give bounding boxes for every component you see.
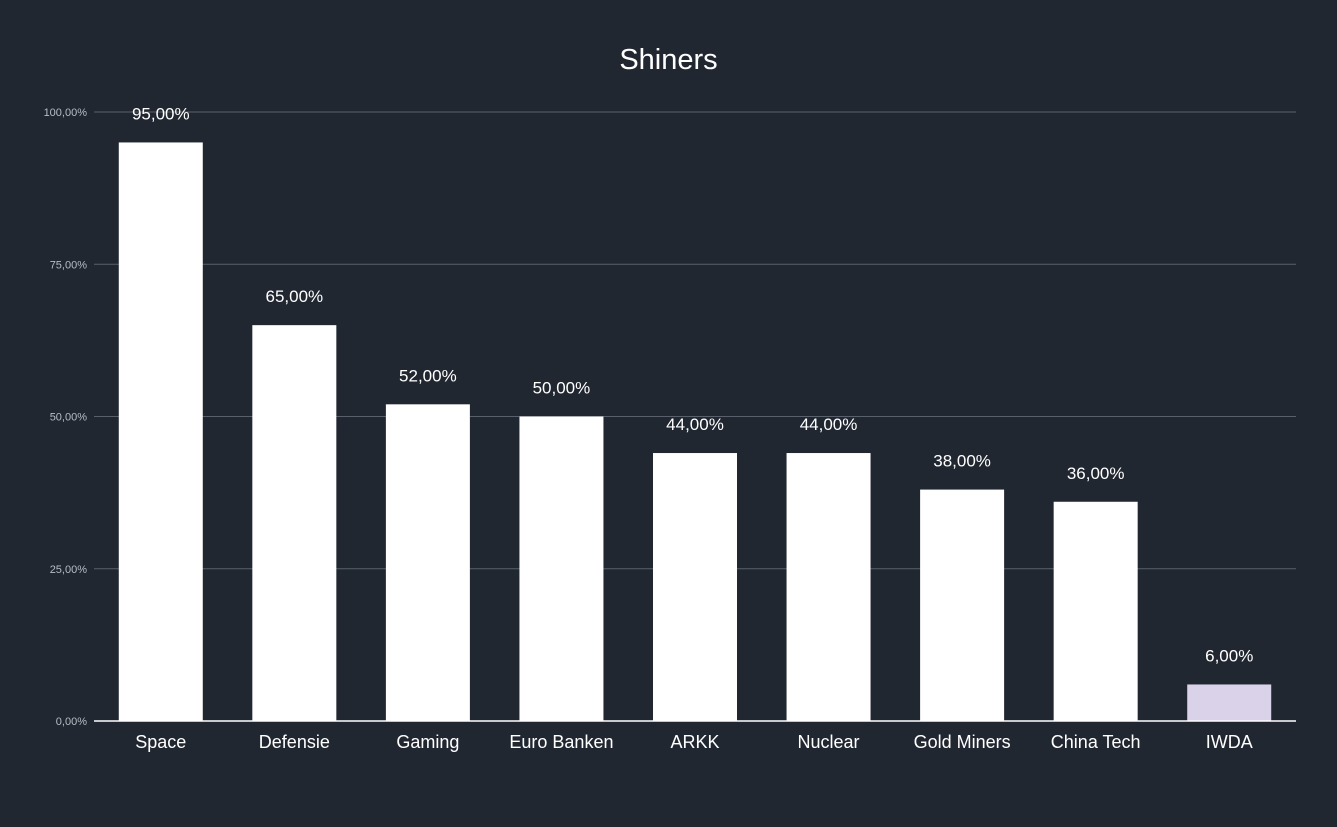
data-label: 6,00% [1205, 646, 1253, 665]
bar-euro-banken [519, 416, 604, 721]
y-tick-label: 75,00% [50, 259, 88, 271]
x-category-label: IWDA [1206, 732, 1253, 752]
x-category-label: Space [135, 732, 186, 752]
data-label: 36,00% [1067, 464, 1125, 483]
data-label: 95,00% [132, 104, 190, 123]
chart-title: Shiners [619, 44, 717, 76]
data-label: 44,00% [666, 415, 724, 434]
bar-space [118, 142, 203, 721]
bar-layer [94, 142, 1296, 722]
x-category-label: China Tech [1051, 732, 1141, 752]
bar-gaming [385, 404, 470, 721]
bar-iwda [1187, 684, 1272, 721]
data-label: 50,00% [533, 379, 591, 398]
x-category-label: Gold Miners [914, 732, 1011, 752]
x-category-label: Nuclear [798, 732, 860, 752]
data-label: 38,00% [933, 452, 991, 471]
data-label: 44,00% [800, 415, 858, 434]
x-category-label: Gaming [396, 732, 459, 752]
x-category-label: ARKK [670, 732, 719, 752]
y-tick-label: 100,00% [44, 107, 88, 119]
x-category-label: Defensie [259, 732, 330, 752]
data-label: 52,00% [399, 366, 457, 385]
bar-china-tech [1053, 501, 1138, 721]
y-tick-label: 25,00% [50, 564, 88, 576]
x-category-label: Euro Banken [509, 732, 613, 752]
data-label: 65,00% [265, 287, 323, 306]
bar-gold-miners [920, 489, 1005, 721]
bar-arkk [653, 453, 737, 721]
bar-nuclear [786, 453, 871, 721]
label-layer: 0,00% 25,00% 50,00% 75,00% 100,00% 95,00% Spac… [44, 104, 1254, 752]
y-tick-label: 0,00% [56, 716, 87, 728]
bar-defensie [252, 325, 337, 721]
y-tick-label: 50,00% [50, 412, 88, 424]
